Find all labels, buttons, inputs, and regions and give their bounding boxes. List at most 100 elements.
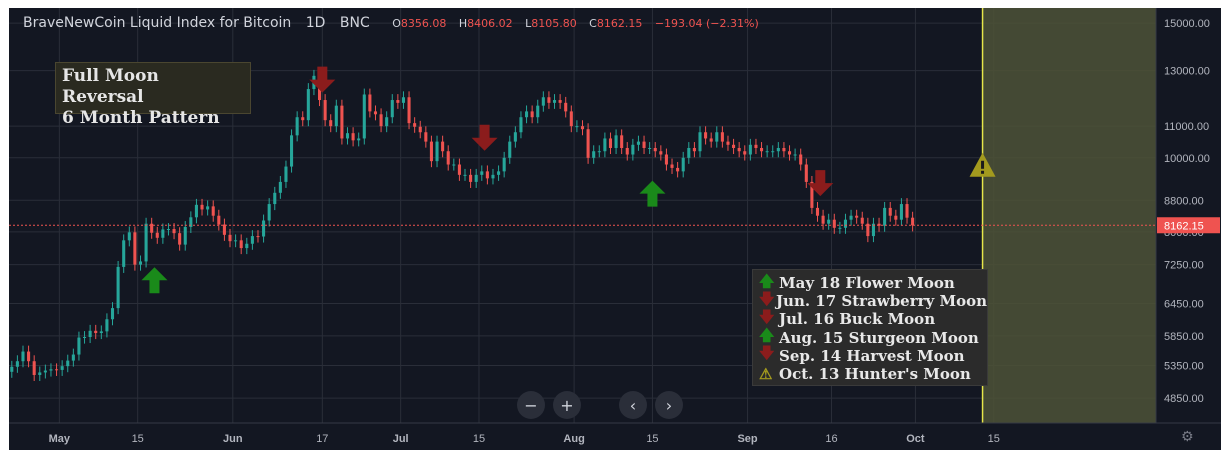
current-price-label: 8162.15 xyxy=(1164,220,1204,232)
candle xyxy=(580,126,585,130)
legend-text: Oct. 13 Hunter's Moon xyxy=(779,365,971,384)
candle xyxy=(245,243,249,249)
candle xyxy=(586,129,590,158)
candle xyxy=(866,223,870,237)
candle xyxy=(743,151,747,155)
candle xyxy=(670,164,674,168)
candle xyxy=(692,147,696,152)
x-tick-label: 17 xyxy=(316,433,328,445)
legend-text: Jul. 16 Buck Moon xyxy=(779,310,936,329)
open-label: O xyxy=(392,17,401,30)
candle xyxy=(575,126,579,128)
candle xyxy=(485,171,489,179)
candle xyxy=(446,151,450,165)
candle xyxy=(508,141,512,158)
candle xyxy=(664,154,668,165)
candle xyxy=(66,360,70,367)
candle xyxy=(491,174,495,179)
candle xyxy=(334,105,338,127)
y-tick-label: 8800.00 xyxy=(1164,195,1204,207)
candle xyxy=(418,126,422,133)
candle xyxy=(832,219,836,228)
high-label: H xyxy=(458,17,468,30)
x-tick-label: 15 xyxy=(988,433,1000,445)
candle xyxy=(849,215,853,220)
zoom-out-button[interactable]: − xyxy=(517,391,545,419)
candle xyxy=(351,133,355,141)
candle xyxy=(894,215,898,220)
candle xyxy=(558,100,562,103)
candle xyxy=(855,215,859,218)
candle xyxy=(306,89,310,121)
candle xyxy=(267,204,271,221)
pattern-note[interactable]: Full Moon Reversal 6 Month Pattern xyxy=(55,62,251,128)
x-tick-label: Sep xyxy=(737,433,757,445)
legend-text: Sep. 14 Harvest Moon xyxy=(779,346,965,365)
zoom-in-button[interactable]: + xyxy=(553,391,581,419)
candle xyxy=(189,217,193,227)
candle xyxy=(715,132,719,142)
candle xyxy=(754,144,758,148)
candle xyxy=(452,164,456,166)
candle xyxy=(480,171,484,175)
candle xyxy=(676,167,680,172)
current-price-badge xyxy=(1157,217,1220,234)
scroll-right-button[interactable]: › xyxy=(655,391,683,419)
time-axis xyxy=(9,423,1221,450)
candle xyxy=(362,94,366,139)
candle xyxy=(133,232,137,265)
open-value: 8356.08 xyxy=(400,17,447,30)
candle xyxy=(726,141,730,145)
candle xyxy=(827,219,831,224)
y-tick-label: 13000.00 xyxy=(1164,66,1210,78)
candle xyxy=(424,132,428,142)
candle xyxy=(373,111,378,115)
x-tick-label: 15 xyxy=(132,433,144,445)
moon-legend[interactable]: 🡅 May 18 Flower Moon 🡇 Jun. 17 Strawberry M… xyxy=(752,269,988,386)
warning-icon-dot xyxy=(981,170,985,174)
candle xyxy=(250,236,254,244)
candle xyxy=(457,164,461,175)
interval[interactable]: 1D xyxy=(305,15,326,31)
up-arrow-icon xyxy=(141,267,168,294)
down-arrow-icon: 🡇 xyxy=(759,289,775,308)
candle xyxy=(94,330,98,334)
candle xyxy=(161,229,165,238)
candle xyxy=(211,206,215,216)
candle xyxy=(295,117,299,136)
candle xyxy=(290,135,294,167)
settings-gear-icon[interactable]: ⚙ xyxy=(1181,429,1194,445)
candle xyxy=(614,135,618,148)
candle xyxy=(385,117,389,127)
candle xyxy=(273,192,277,205)
low-value: 8105.80 xyxy=(531,17,577,30)
candle xyxy=(239,240,243,249)
candle xyxy=(396,100,400,103)
scroll-left-button[interactable]: ‹ xyxy=(619,391,647,419)
x-tick-label: Oct xyxy=(906,433,925,445)
candle xyxy=(843,219,848,228)
candle xyxy=(737,147,741,152)
x-tick-label: 15 xyxy=(473,433,485,445)
price-chart[interactable]: 15000.00 13000.00 11000.00 10000.00 8800.00 8… xyxy=(9,8,1221,450)
down-arrow-icon: 🡇 xyxy=(759,344,775,363)
y-tick-label: 5850.00 xyxy=(1164,331,1204,343)
candle xyxy=(368,94,372,112)
down-arrow-icon: 🡇 xyxy=(759,307,775,326)
candle xyxy=(200,204,204,210)
candle xyxy=(787,151,792,155)
candle xyxy=(194,204,198,218)
candle xyxy=(877,223,881,226)
candle xyxy=(525,111,529,118)
candle xyxy=(625,147,629,155)
candle xyxy=(771,151,775,153)
y-tick-label: 11000.00 xyxy=(1164,121,1209,133)
candle xyxy=(43,370,47,373)
candle xyxy=(765,151,769,153)
candle xyxy=(530,111,534,118)
candle xyxy=(99,331,103,334)
symbol-title[interactable]: BraveNewCoin Liquid Index for Bitcoin xyxy=(23,15,292,31)
candle xyxy=(469,174,473,182)
candle xyxy=(642,141,646,148)
change-value: −193.04 (−2.31%) xyxy=(654,17,759,30)
